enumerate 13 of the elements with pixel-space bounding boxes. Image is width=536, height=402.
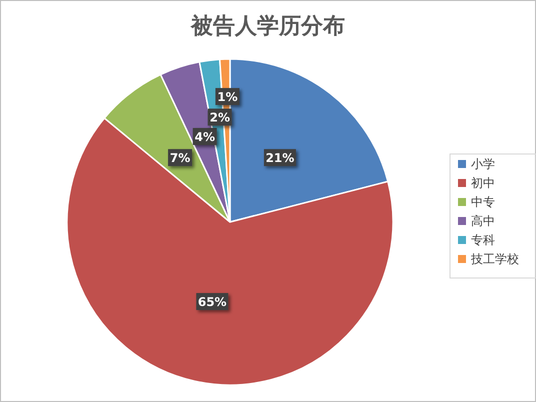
data-label: 4% — [194, 130, 216, 144]
data-label: 65% — [198, 295, 227, 310]
legend-label: 初中 — [471, 176, 495, 190]
legend-label: 技工学校 — [470, 252, 519, 266]
chart-title: 被告人学历分布 — [190, 14, 345, 39]
data-label: 21% — [266, 151, 294, 166]
data-label: 1% — [217, 90, 238, 104]
legend-label: 中专 — [471, 195, 495, 209]
data-label: 7% — [170, 151, 190, 166]
legend-label: 专科 — [471, 233, 495, 247]
legend-label: 小学 — [471, 157, 495, 171]
data-label: 2% — [210, 110, 230, 125]
legend-label: 高中 — [471, 214, 495, 228]
